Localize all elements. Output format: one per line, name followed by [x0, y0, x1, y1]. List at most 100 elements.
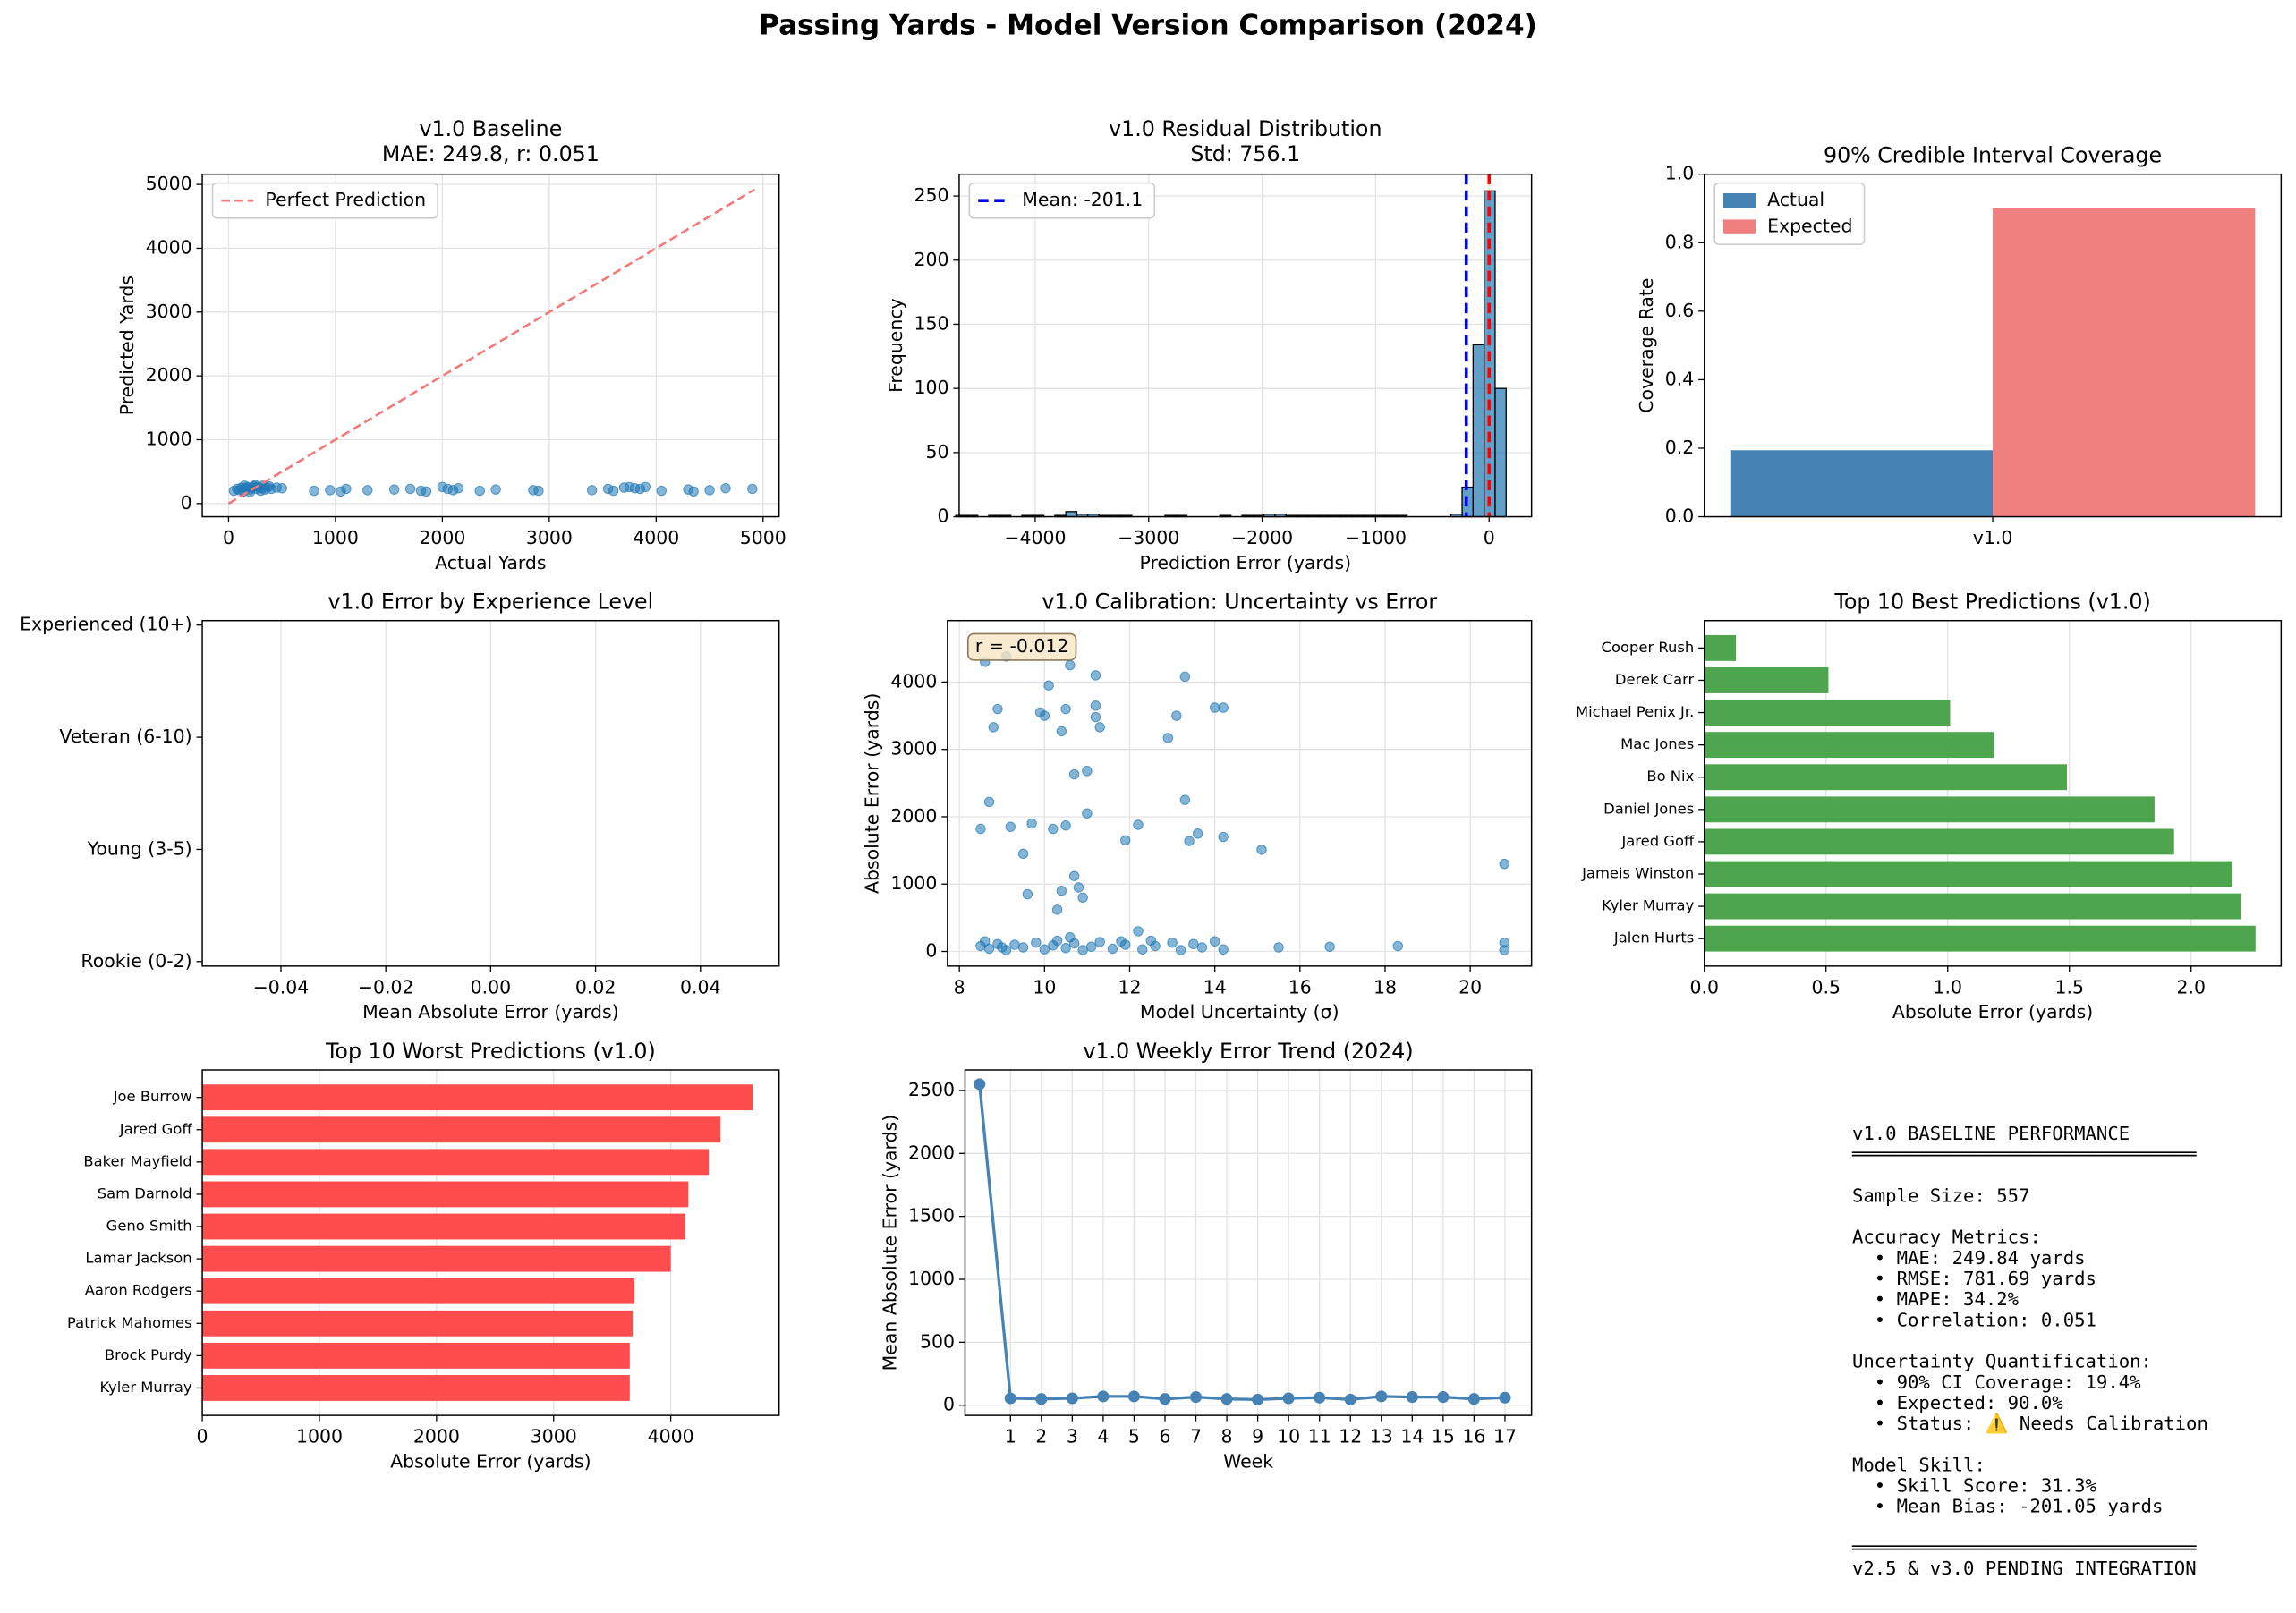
scatter-point: [1324, 941, 1335, 952]
x-tick-label: 0: [1484, 527, 1495, 548]
y-tick-label: Brock Purdy: [105, 1346, 192, 1363]
x-tick-label: 0.5: [1811, 976, 1841, 998]
x-axis-label: Model Uncertainty (σ): [1140, 1001, 1339, 1023]
chart-title: v1.0 Baseline: [419, 116, 562, 141]
scatter-point: [1056, 726, 1067, 737]
scatter-point: [1077, 892, 1088, 904]
x-tick-label: 17: [1493, 1426, 1517, 1447]
scatter-point: [704, 485, 715, 496]
scatter-point: [1499, 937, 1509, 948]
scatter-point: [1017, 942, 1029, 953]
y-tick-label: Joe Burrow: [113, 1088, 192, 1105]
scatter-point: [1056, 886, 1067, 896]
summary-line: • Mean Bias: -201.05 yards: [1852, 1496, 2163, 1517]
scatter-point: [688, 486, 699, 497]
y-tick-label: 0: [925, 940, 937, 962]
chart-title: v1.0 Error by Experience Level: [328, 590, 654, 615]
scatter-point: [1085, 941, 1097, 952]
legend-swatch: [1722, 219, 1756, 234]
line-marker: [1066, 1392, 1078, 1405]
scatter-point: [1094, 722, 1105, 733]
line-marker: [1375, 1390, 1388, 1403]
y-tick-label: 0: [943, 1394, 955, 1415]
scatter-point: [309, 485, 319, 497]
x-tick-label: 20: [1458, 976, 1482, 998]
scatter-point: [1175, 945, 1186, 955]
scatter-point: [325, 485, 336, 496]
scatter-point: [1051, 935, 1063, 947]
x-tick-label: 8: [1221, 1426, 1233, 1447]
y-tick-label: 200: [914, 249, 948, 270]
scatter-point: [1218, 831, 1229, 843]
summary-line: Model Skill:: [1852, 1454, 1986, 1475]
line-marker: [1344, 1393, 1356, 1405]
x-tick-label: 16: [1288, 976, 1312, 998]
x-tick-label: v1.0: [1973, 527, 2013, 548]
scatter-point: [1188, 938, 1199, 949]
plot-frame: [1703, 619, 2283, 967]
x-tick-label: −4000: [1004, 527, 1066, 548]
x-tick-label: 13: [1370, 1426, 1393, 1447]
line-marker: [1467, 1393, 1480, 1405]
y-tick-label: 1500: [908, 1205, 955, 1227]
scatter-point: [992, 703, 1003, 715]
scatter-point: [1009, 939, 1020, 950]
y-tick-label: Jared Goff: [119, 1120, 193, 1137]
y-tick-label: 50: [925, 441, 948, 463]
y-tick-label: Sam Darnold: [98, 1184, 192, 1201]
scatter-point: [1094, 937, 1105, 947]
chart-subtitle: Std: 756.1: [1190, 141, 1300, 166]
scatter-point: [988, 722, 999, 733]
chart-subtitle: MAE: 249.8, r: 0.051: [382, 141, 600, 166]
reference-line: [227, 188, 755, 505]
plot-frame: [201, 173, 780, 518]
annotation-box: [966, 632, 1077, 661]
scatter-point: [1039, 944, 1050, 955]
x-tick-label: 15: [1432, 1426, 1455, 1447]
bar: [1704, 732, 1994, 759]
x-tick-label: 2000: [419, 527, 465, 548]
chart-title: v1.0 Residual Distribution: [1109, 116, 1382, 141]
y-tick-label: Derek Carr: [1615, 671, 1695, 688]
line-marker: [1499, 1391, 1511, 1404]
histogram-bar: [1065, 511, 1078, 518]
legend-label: Mean: -201.1: [1022, 189, 1143, 210]
scatter-point: [1167, 937, 1178, 948]
scatter-point: [983, 943, 995, 955]
y-tick-label: 250: [914, 184, 948, 206]
y-tick-label: 150: [914, 312, 948, 334]
x-tick-label: 1000: [312, 527, 359, 548]
bar: [1704, 796, 2155, 823]
bar: [1993, 208, 2256, 517]
y-tick-label: Lamar Jackson: [85, 1250, 191, 1267]
x-tick-label: 14: [1400, 1426, 1424, 1447]
y-tick-label: Baker Mayfield: [83, 1152, 191, 1169]
line: [978, 1083, 1506, 1402]
summary-line: • Skill Score: 31.3%: [1852, 1475, 2097, 1497]
scatter-point: [1017, 848, 1029, 860]
x-tick-label: 10: [1277, 1426, 1300, 1447]
scatter-point: [276, 483, 287, 494]
x-tick-label: 1: [1005, 1426, 1016, 1447]
chart-title: v1.0 Weekly Error Trend (2024): [1084, 1039, 1414, 1064]
scatter-point: [1218, 702, 1229, 713]
scatter-point: [1073, 882, 1084, 893]
y-tick-label: Rookie (0-2): [81, 950, 191, 972]
scatter-point: [1107, 943, 1118, 955]
y-tick-label: 0: [937, 505, 948, 527]
line-marker: [1004, 1392, 1016, 1405]
y-tick-label: 0.2: [1665, 437, 1695, 458]
x-tick-label: 0: [223, 527, 234, 548]
bar: [1704, 764, 2067, 791]
y-tick-label: 1000: [908, 1268, 955, 1289]
scatter-point: [1179, 794, 1191, 805]
scatter-point: [533, 485, 544, 497]
scatter-point: [1273, 942, 1284, 953]
scatter-point: [656, 485, 668, 497]
x-axis-label: Week: [1223, 1450, 1273, 1472]
y-axis-label: Predicted Yards: [116, 276, 138, 415]
x-tick-label: 2.0: [2176, 976, 2206, 998]
x-tick-label: 8: [954, 976, 965, 998]
scatter-point: [490, 484, 501, 495]
y-axis-label: Absolute Error (yards): [862, 693, 883, 894]
